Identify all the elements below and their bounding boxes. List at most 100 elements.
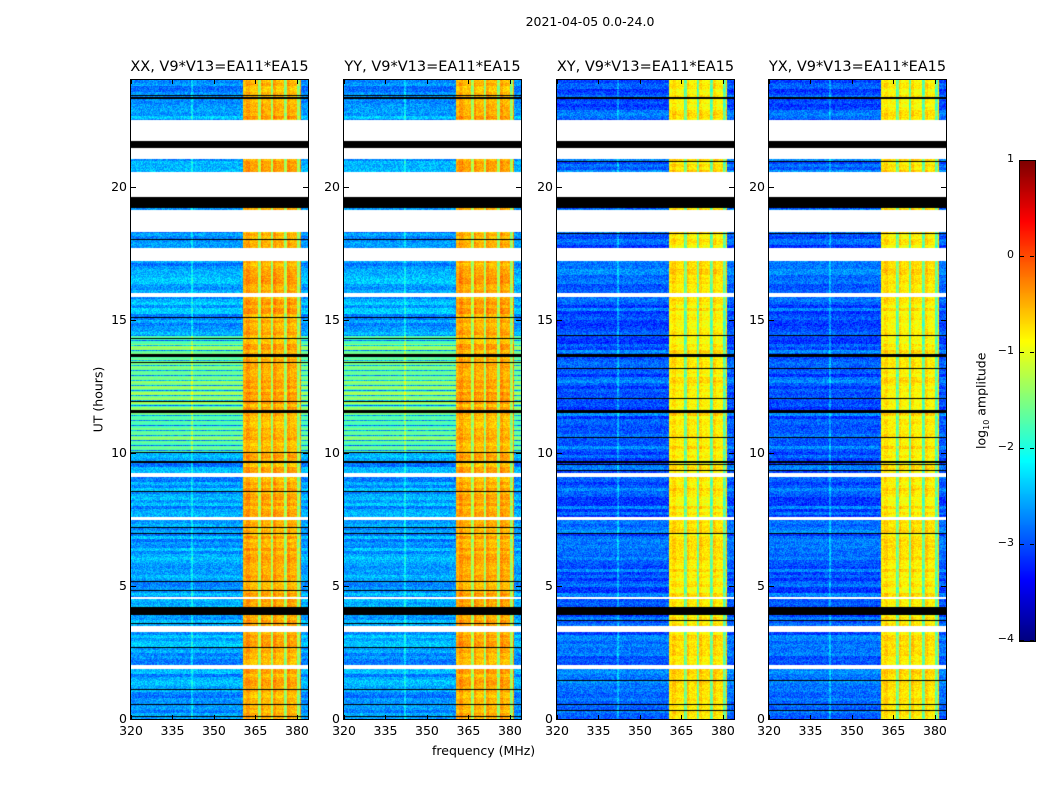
panel-title: YX, V9*V13=EA11*EA15 bbox=[768, 59, 947, 75]
x-tick-mark bbox=[213, 715, 215, 719]
y-tick-mark bbox=[941, 452, 946, 454]
heatmap-panel-yx bbox=[768, 79, 947, 720]
x-tick-mark bbox=[172, 80, 174, 84]
x-tick-mark bbox=[255, 80, 257, 84]
heatmap-image bbox=[769, 80, 946, 719]
y-tick-mark bbox=[769, 452, 774, 454]
x-tick-label: 320 bbox=[332, 723, 356, 738]
y-tick-mark bbox=[303, 186, 308, 188]
y-tick-label: 15 bbox=[537, 311, 553, 327]
x-tick-mark bbox=[639, 80, 641, 84]
y-tick-label: 5 bbox=[332, 577, 340, 593]
y-tick-mark bbox=[769, 186, 774, 188]
y-tick-mark bbox=[131, 452, 136, 454]
colorbar-tick-mark bbox=[1020, 544, 1024, 545]
colorbar-tick-mark bbox=[1030, 256, 1034, 257]
panel-title: XX, V9*V13=EA11*EA15 bbox=[130, 59, 309, 75]
x-tick-label: 365 bbox=[881, 723, 906, 738]
x-tick-label: 335 bbox=[373, 723, 398, 738]
x-tick-label: 380 bbox=[923, 723, 947, 738]
y-tick-mark bbox=[769, 319, 774, 321]
x-tick-label: 335 bbox=[586, 723, 611, 738]
colorbar-tick-label: 1 bbox=[1007, 152, 1014, 165]
y-tick-label: 15 bbox=[749, 311, 765, 327]
y-tick-mark bbox=[729, 585, 734, 587]
heatmap-image bbox=[557, 80, 734, 719]
y-tick-mark bbox=[344, 452, 349, 454]
x-tick-label: 380 bbox=[498, 723, 522, 738]
x-tick-label: 320 bbox=[757, 723, 781, 738]
x-tick-mark bbox=[598, 715, 600, 719]
heatmap-image bbox=[131, 80, 308, 719]
x-tick-mark bbox=[509, 715, 511, 719]
x-tick-label: 365 bbox=[243, 723, 268, 738]
y-tick-label: 20 bbox=[324, 178, 340, 194]
y-tick-mark bbox=[303, 452, 308, 454]
colorbar bbox=[1019, 160, 1036, 642]
y-tick-mark bbox=[344, 186, 349, 188]
figure-title: 2021-04-05 0.0-24.0 bbox=[525, 14, 655, 29]
x-tick-mark bbox=[426, 715, 428, 719]
y-tick-mark bbox=[516, 719, 521, 720]
x-tick-label: 350 bbox=[415, 723, 439, 738]
heatmap-panel-xx bbox=[130, 79, 309, 720]
colorbar-label: log10 amplitude bbox=[973, 352, 991, 449]
y-tick-label: 5 bbox=[757, 577, 765, 593]
y-tick-label: 0 bbox=[545, 711, 553, 726]
colorbar-tick-mark bbox=[1020, 256, 1024, 257]
x-tick-label: 380 bbox=[285, 723, 309, 738]
y-tick-mark bbox=[557, 319, 562, 321]
y-tick-mark bbox=[557, 585, 562, 587]
colorbar-tick-label: −2 bbox=[997, 440, 1014, 453]
heatmap-panel-xy bbox=[556, 79, 735, 720]
x-tick-mark bbox=[769, 715, 770, 719]
x-tick-mark bbox=[681, 715, 683, 719]
x-tick-mark bbox=[468, 715, 470, 719]
x-tick-mark bbox=[213, 80, 215, 84]
y-tick-mark bbox=[769, 719, 774, 720]
x-tick-mark bbox=[255, 715, 257, 719]
y-tick-mark bbox=[557, 186, 562, 188]
x-tick-mark bbox=[769, 80, 770, 84]
y-tick-mark bbox=[729, 719, 734, 720]
y-tick-mark bbox=[344, 319, 349, 321]
x-tick-label: 365 bbox=[456, 723, 481, 738]
x-tick-label: 320 bbox=[119, 723, 143, 738]
x-tick-mark bbox=[468, 80, 470, 84]
y-tick-label: 20 bbox=[537, 178, 553, 194]
x-tick-mark bbox=[681, 80, 683, 84]
colorbar-tick-label: −4 bbox=[997, 632, 1014, 645]
x-tick-mark bbox=[934, 715, 936, 719]
y-tick-mark bbox=[729, 319, 734, 321]
colorbar-tick-mark bbox=[1020, 352, 1024, 353]
y-tick-mark bbox=[344, 719, 349, 720]
y-tick-mark bbox=[941, 186, 946, 188]
x-tick-mark bbox=[934, 80, 936, 84]
y-tick-label: 15 bbox=[324, 311, 340, 327]
colorbar-tick-label: −3 bbox=[997, 536, 1014, 549]
y-tick-mark bbox=[516, 585, 521, 587]
y-tick-mark bbox=[516, 186, 521, 188]
x-tick-mark bbox=[598, 80, 600, 84]
colorbar-tick-mark bbox=[1030, 352, 1034, 353]
y-tick-label: 20 bbox=[749, 178, 765, 194]
heatmap-panel-yy bbox=[343, 79, 522, 720]
y-tick-mark bbox=[344, 585, 349, 587]
x-tick-label: 380 bbox=[711, 723, 735, 738]
y-tick-mark bbox=[769, 585, 774, 587]
x-tick-label: 335 bbox=[798, 723, 823, 738]
y-tick-mark bbox=[131, 719, 136, 720]
y-tick-label: 20 bbox=[111, 178, 127, 194]
x-tick-mark bbox=[893, 80, 895, 84]
y-tick-label: 5 bbox=[545, 577, 553, 593]
x-tick-mark bbox=[509, 80, 511, 84]
x-tick-label: 350 bbox=[202, 723, 226, 738]
x-tick-mark bbox=[426, 80, 428, 84]
y-tick-label: 10 bbox=[749, 444, 765, 460]
x-tick-label: 350 bbox=[628, 723, 652, 738]
colorbar-tick-mark bbox=[1020, 448, 1024, 449]
y-tick-mark bbox=[941, 585, 946, 587]
colorbar-tick-mark bbox=[1030, 160, 1034, 161]
x-tick-mark bbox=[851, 715, 853, 719]
x-tick-label: 365 bbox=[669, 723, 694, 738]
